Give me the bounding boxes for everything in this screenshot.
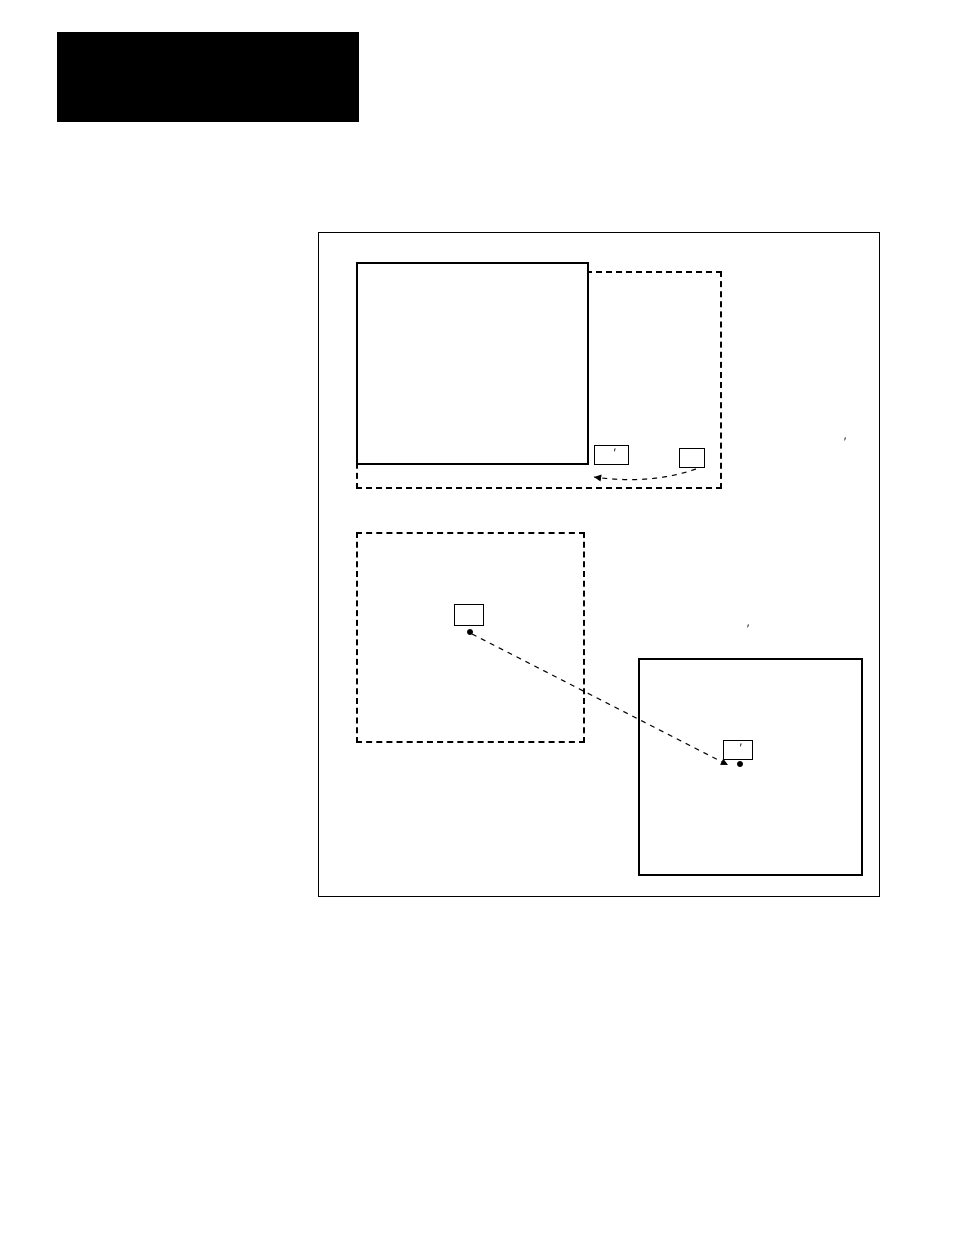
- bottom-dashed-box: [356, 532, 585, 743]
- bottom-solid-box: [638, 658, 863, 876]
- bottom-dot-dst: [737, 761, 743, 767]
- top-small-box-outer: [679, 448, 705, 468]
- bottom-small-box-dst-label: ′: [740, 742, 742, 754]
- bottom-dot-src: [467, 629, 473, 635]
- top-solid-box: [356, 262, 589, 465]
- bottom-small-box-dst: ′: [723, 740, 753, 760]
- top-small-box-prime-label: ′: [614, 447, 616, 459]
- bottom-tick-mid-right: ′: [747, 623, 749, 635]
- bottom-small-box-src: [454, 604, 484, 626]
- top-tick-far-right: ′: [844, 436, 846, 448]
- top-small-box-prime: ′: [594, 445, 629, 465]
- header-black-block: [57, 32, 359, 122]
